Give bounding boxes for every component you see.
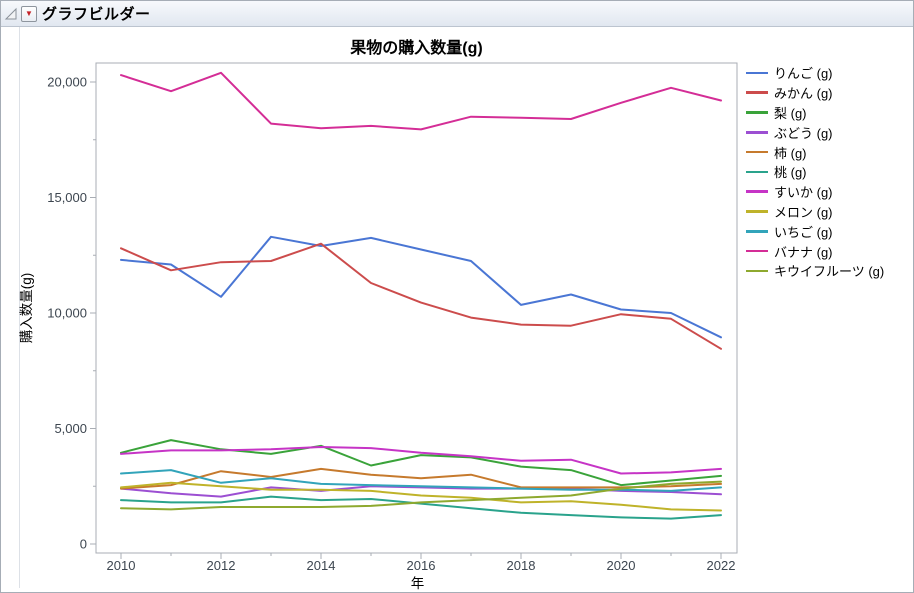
red-triangle-menu-button[interactable]: ▼ [21,5,37,22]
y-tick-label: 0 [80,537,87,552]
x-tick-label: 2012 [207,558,236,573]
x-tick-label: 2014 [307,558,336,573]
legend-item[interactable]: バナナ (g) [746,241,884,261]
legend-item[interactable]: ぶどう (g) [746,122,884,142]
legend-line-swatch [746,190,768,193]
legend-label: いちご (g) [774,224,833,240]
y-tick-label: 5,000 [54,421,87,436]
x-axis-label: 年 [411,576,425,591]
series-line[interactable] [120,495,722,520]
series-line[interactable] [120,480,722,511]
legend-label: メロン (g) [774,204,833,220]
legend-item[interactable]: すいか (g) [746,182,884,202]
legend-label: バナナ (g) [774,244,833,260]
legend-item[interactable]: 桃 (g) [746,162,884,182]
legend-label: みかん (g) [774,86,833,102]
legend-line-swatch [746,210,768,213]
legend-line-swatch [746,111,768,114]
outline-collapse-icon[interactable] [4,7,18,21]
legend-line-swatch [746,269,768,273]
series-line[interactable] [120,485,722,498]
series-line[interactable] [120,469,722,492]
legend-item[interactable]: 梨 (g) [746,103,884,123]
y-tick-label: 20,000 [47,75,87,90]
outline-title: グラフビルダー [42,6,151,23]
y-axis-label: 購入数量(g) [19,273,34,344]
outline-left-rule [19,27,20,588]
legend-line-swatch [746,230,768,233]
y-tick-label: 10,000 [47,306,87,321]
legend-line-swatch [746,131,768,134]
series-line[interactable] [120,235,722,339]
legend-label: 梨 (g) [774,105,807,121]
legend-item[interactable]: みかん (g) [746,83,884,103]
legend-line-swatch [746,91,768,94]
legend-line-swatch [746,170,768,174]
legend-label: キウイフルーツ (g) [774,264,885,280]
legend-item[interactable]: 柿 (g) [746,142,884,162]
series-line[interactable] [120,446,722,475]
red-triangle-icon: ▼ [25,8,33,18]
legend-line-swatch [746,249,768,253]
legend-line-swatch [746,150,768,154]
x-tick-label: 2016 [407,558,436,573]
legend-item[interactable]: いちご (g) [746,221,884,241]
chart-legend: りんご (g) みかん (g) 梨 (g) ぶどう (g) 柿 (g) 桃 (g) すいか … [746,63,884,281]
legend-label: ぶどう (g) [774,125,833,141]
series-line[interactable] [120,467,722,490]
x-tick-label: 2018 [507,558,536,573]
chart-title: 果物の購入数量(g) [349,38,482,57]
legend-label: 柿 (g) [774,145,807,161]
x-tick-label: 2020 [607,558,636,573]
x-tick-label: 2022 [707,558,736,573]
legend-label: すいか (g) [774,185,833,201]
legend-item[interactable]: メロン (g) [746,202,884,222]
legend-label: りんご (g) [774,66,833,82]
series-line[interactable] [120,439,722,487]
x-tick-label: 2010 [107,558,136,573]
plot-frame [95,62,738,554]
legend-line-swatch [746,71,768,75]
legend-item[interactable]: キウイフルーツ (g) [746,261,884,281]
outline-titlebar: ▼ グラフビルダー [1,1,913,27]
series-line[interactable] [120,71,722,131]
legend-item[interactable]: りんご (g) [746,63,884,83]
y-tick-label: 15,000 [47,190,87,205]
series-line[interactable] [120,242,722,350]
series-line[interactable] [120,481,722,512]
legend-label: 桃 (g) [774,165,807,181]
